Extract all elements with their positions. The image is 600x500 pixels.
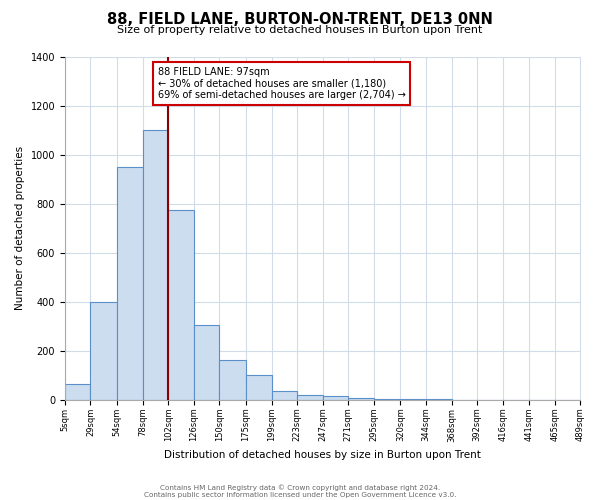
Y-axis label: Number of detached properties: Number of detached properties [15, 146, 25, 310]
Bar [168, 210, 194, 400]
Text: Size of property relative to detached houses in Burton upon Trent: Size of property relative to detached ho… [118, 25, 482, 35]
Bar [65, 384, 91, 400]
Bar [246, 376, 272, 400]
Bar [348, 398, 374, 400]
X-axis label: Distribution of detached houses by size in Burton upon Trent: Distribution of detached houses by size … [164, 450, 481, 460]
Bar [400, 399, 426, 400]
Bar [374, 399, 400, 400]
Bar [220, 360, 246, 400]
Text: Contains public sector information licensed under the Open Government Licence v3: Contains public sector information licen… [144, 492, 456, 498]
Bar [297, 395, 323, 400]
Bar [117, 167, 143, 400]
Bar [272, 392, 297, 400]
Bar [323, 396, 348, 400]
Text: 88, FIELD LANE, BURTON-ON-TRENT, DE13 0NN: 88, FIELD LANE, BURTON-ON-TRENT, DE13 0N… [107, 12, 493, 28]
Bar [426, 399, 452, 400]
Text: Contains HM Land Registry data © Crown copyright and database right 2024.: Contains HM Land Registry data © Crown c… [160, 484, 440, 491]
Bar [91, 302, 117, 400]
Text: 88 FIELD LANE: 97sqm
← 30% of detached houses are smaller (1,180)
69% of semi-de: 88 FIELD LANE: 97sqm ← 30% of detached h… [158, 67, 406, 100]
Bar [143, 130, 168, 400]
Bar [194, 325, 220, 400]
